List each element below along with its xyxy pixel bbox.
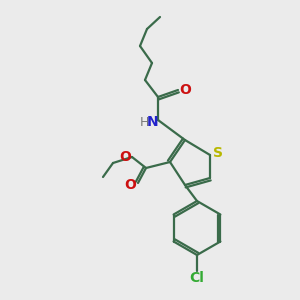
Text: H: H (139, 116, 149, 128)
Text: Cl: Cl (190, 271, 204, 285)
Text: N: N (147, 115, 159, 129)
Text: O: O (124, 178, 136, 192)
Text: O: O (119, 150, 131, 164)
Text: S: S (213, 146, 223, 160)
Text: O: O (179, 83, 191, 97)
